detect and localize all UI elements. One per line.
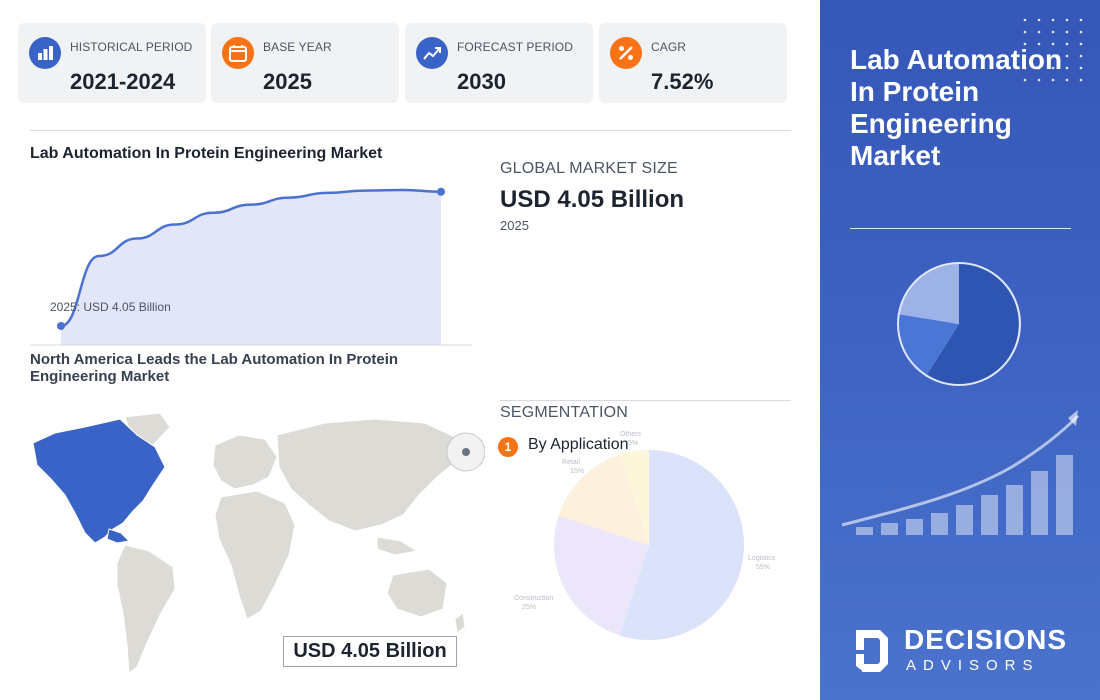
card-value: 7.52% [651,69,714,94]
bar-chart-icon [29,37,61,69]
card-value: 2025 [263,69,312,94]
trend-line [60,188,442,328]
australia-shape [386,568,448,618]
trend-annotation: 2025: USD 4.05 Billion [50,300,171,314]
south-america-shape [116,544,176,674]
map-marker-dot [462,448,470,456]
calendar-icon [222,37,254,69]
decisions-advisors-logo-icon [856,630,888,672]
card-value: 2030 [457,69,506,94]
pie-label-percent: 55% [756,564,770,571]
africa-shape [214,490,296,620]
growth-bars-icon [841,410,1080,535]
logo-wordmark: DECISIONS [904,624,1068,655]
pie-slice-construction [554,515,649,636]
pie-slice-logistics [619,450,744,640]
panel-pie-icon [897,262,1021,386]
trend-up-icon [416,37,448,69]
market-size-year: 2025 [500,218,529,233]
world-map [32,412,485,674]
map-value-badge: USD 4.05 Billion [283,636,457,667]
trend-chart-title: Lab Automation In Protein Engineering Ma… [30,145,383,162]
segmentation-pie: Logistics 55% Construction 25% Retail 15% Othe… [514,431,776,640]
southeast-asia-shape [376,536,419,556]
europe-shape [212,434,278,490]
segment-number-badge: 1 [498,437,518,457]
side-panel: Lab Automation In Protein Engineering Ma… [820,0,1100,700]
base-year-card: BASE YEAR 2025 [211,23,399,103]
central-america-shape [106,528,131,544]
market-size-value: USD 4.05 Billion [500,186,685,213]
pie-label-others: Others [620,431,642,438]
panel-divider [850,228,1071,229]
pie-label-percent: 15% [570,468,584,475]
cagr-card: CAGR 7.52% [599,23,787,103]
segment-label: By Application [528,436,629,453]
pie-slice-others [619,450,649,545]
trend-chart: 2025: USD 4.05 Billion [30,187,472,346]
card-label: CAGR [651,40,687,54]
segmentation-title: SEGMENTATION [500,404,629,421]
card-value: 2021-2024 [70,69,176,94]
new-zealand-shape [454,612,466,634]
logo-subtitle: ADVISORS [906,657,1040,674]
asia-shape [276,418,460,532]
trend-start-point [57,322,65,330]
north-america-shape [32,418,166,544]
percent-icon [610,37,642,69]
panel-title: Lab Automation In Protein Engineering Ma… [850,44,1063,171]
divider [30,130,791,131]
forecast-period-card: FORECAST PERIOD 2030 [405,23,593,103]
pie-label-percent: 25% [522,604,536,611]
pie-label-percent: 5% [628,440,638,447]
pie-label-retail: Retail [562,459,580,466]
pie-label-construction: Construction [514,595,553,602]
card-label: HISTORICAL PERIOD [70,40,193,54]
card-label: BASE YEAR [263,40,332,54]
trend-end-point [437,187,445,196]
dot-grid-pattern [1023,18,1083,82]
divider [500,400,791,401]
pie-slice-retail [558,454,649,545]
market-size-label: GLOBAL MARKET SIZE [500,160,678,177]
pie-label-logistics: Logistics [748,555,776,562]
map-title: North America Leads the Lab Automation I… [30,351,399,385]
historical-period-card: HISTORICAL PERIOD 2021-2024 [18,23,206,103]
trend-area [61,190,441,345]
card-label: FORECAST PERIOD [457,40,573,54]
